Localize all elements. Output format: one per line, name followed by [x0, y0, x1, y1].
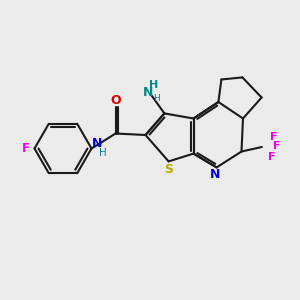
Text: H: H: [149, 80, 158, 91]
Text: N: N: [210, 168, 220, 182]
Text: F: F: [268, 152, 276, 162]
Text: N: N: [92, 137, 103, 150]
Text: O: O: [111, 94, 122, 107]
Text: H: H: [99, 148, 107, 158]
Text: F: F: [22, 142, 30, 155]
Text: F: F: [270, 132, 278, 142]
Text: S: S: [164, 163, 173, 176]
Text: F: F: [273, 141, 281, 152]
Text: N: N: [142, 86, 153, 100]
Text: H: H: [153, 94, 160, 103]
